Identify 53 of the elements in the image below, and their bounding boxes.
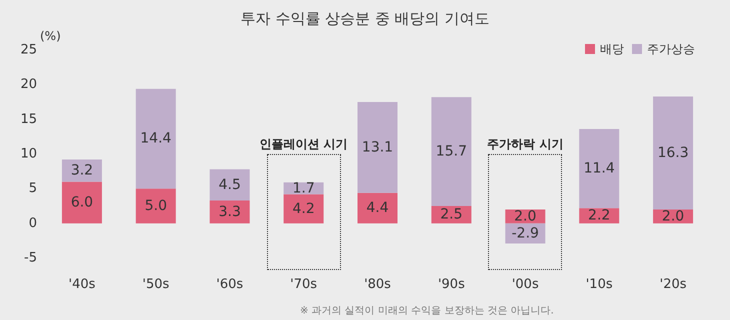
bar	[284, 194, 324, 224]
y-tick-label: 20	[20, 77, 37, 92]
data-label: 1.7	[292, 180, 315, 196]
data-label: 14.4	[140, 130, 172, 147]
x-tick-label: '10s	[586, 277, 613, 292]
legend-label: 배당	[600, 42, 624, 56]
chart-title: 투자 수익률 상승분 중 배당의 기여도	[240, 10, 490, 28]
x-tick-label: '50s	[142, 277, 170, 292]
x-tick-label: '20s	[660, 277, 687, 292]
data-label: 2.5	[440, 206, 463, 223]
data-label: 4.2	[292, 200, 315, 217]
bar	[136, 88, 176, 189]
bar	[210, 169, 250, 200]
data-label: -2.9	[512, 225, 539, 242]
y-tick-label: 5	[28, 181, 37, 196]
x-tick-label: '90s	[438, 277, 466, 292]
x-tick-label: '40s	[68, 277, 96, 292]
bar	[579, 129, 620, 208]
x-tick-label: '00s	[512, 277, 539, 292]
y-tick-label: 25	[20, 42, 37, 58]
data-label: 4.5	[218, 176, 241, 193]
x-tick-label: '80s	[364, 277, 392, 292]
data-label: 6.0	[70, 194, 94, 211]
x-tick-label: '60s	[216, 277, 244, 292]
y-tick-label: 10	[20, 146, 37, 162]
data-label: 15.7	[436, 144, 467, 160]
data-label: 2.2	[588, 208, 610, 224]
data-label: 13.1	[362, 139, 394, 156]
bar	[210, 200, 250, 224]
y-tick-label: -5	[24, 250, 37, 266]
bar	[431, 97, 472, 206]
bar	[358, 192, 398, 224]
annotation: 주가하락 시기	[487, 137, 564, 151]
legend-label: 주가상승	[647, 42, 695, 56]
data-label: 2.0	[514, 208, 536, 224]
data-label: 2.0	[662, 208, 684, 224]
data-label: 3.3	[218, 204, 241, 220]
bar	[62, 160, 102, 182]
x-tick-label: '70s	[290, 277, 318, 292]
data-label: 3.2	[70, 162, 94, 179]
data-label: 4.4	[366, 200, 389, 216]
bar	[62, 182, 102, 224]
text: ※ 과거의 실적이 미래의 수익을 보장하는 것은 아닙니다.	[300, 306, 554, 316]
data-label: 11.4	[584, 160, 615, 177]
y-tick-label: 0	[28, 216, 37, 231]
bar	[358, 102, 398, 193]
annotation: 인플레이션 시기	[260, 137, 348, 151]
data-label: 5.0	[144, 198, 167, 214]
y-axis-title: (%)	[40, 29, 61, 43]
bar	[136, 188, 176, 224]
y-tick-label: 15	[20, 112, 37, 127]
data-label: 16.3	[657, 144, 689, 161]
bar	[653, 96, 694, 210]
